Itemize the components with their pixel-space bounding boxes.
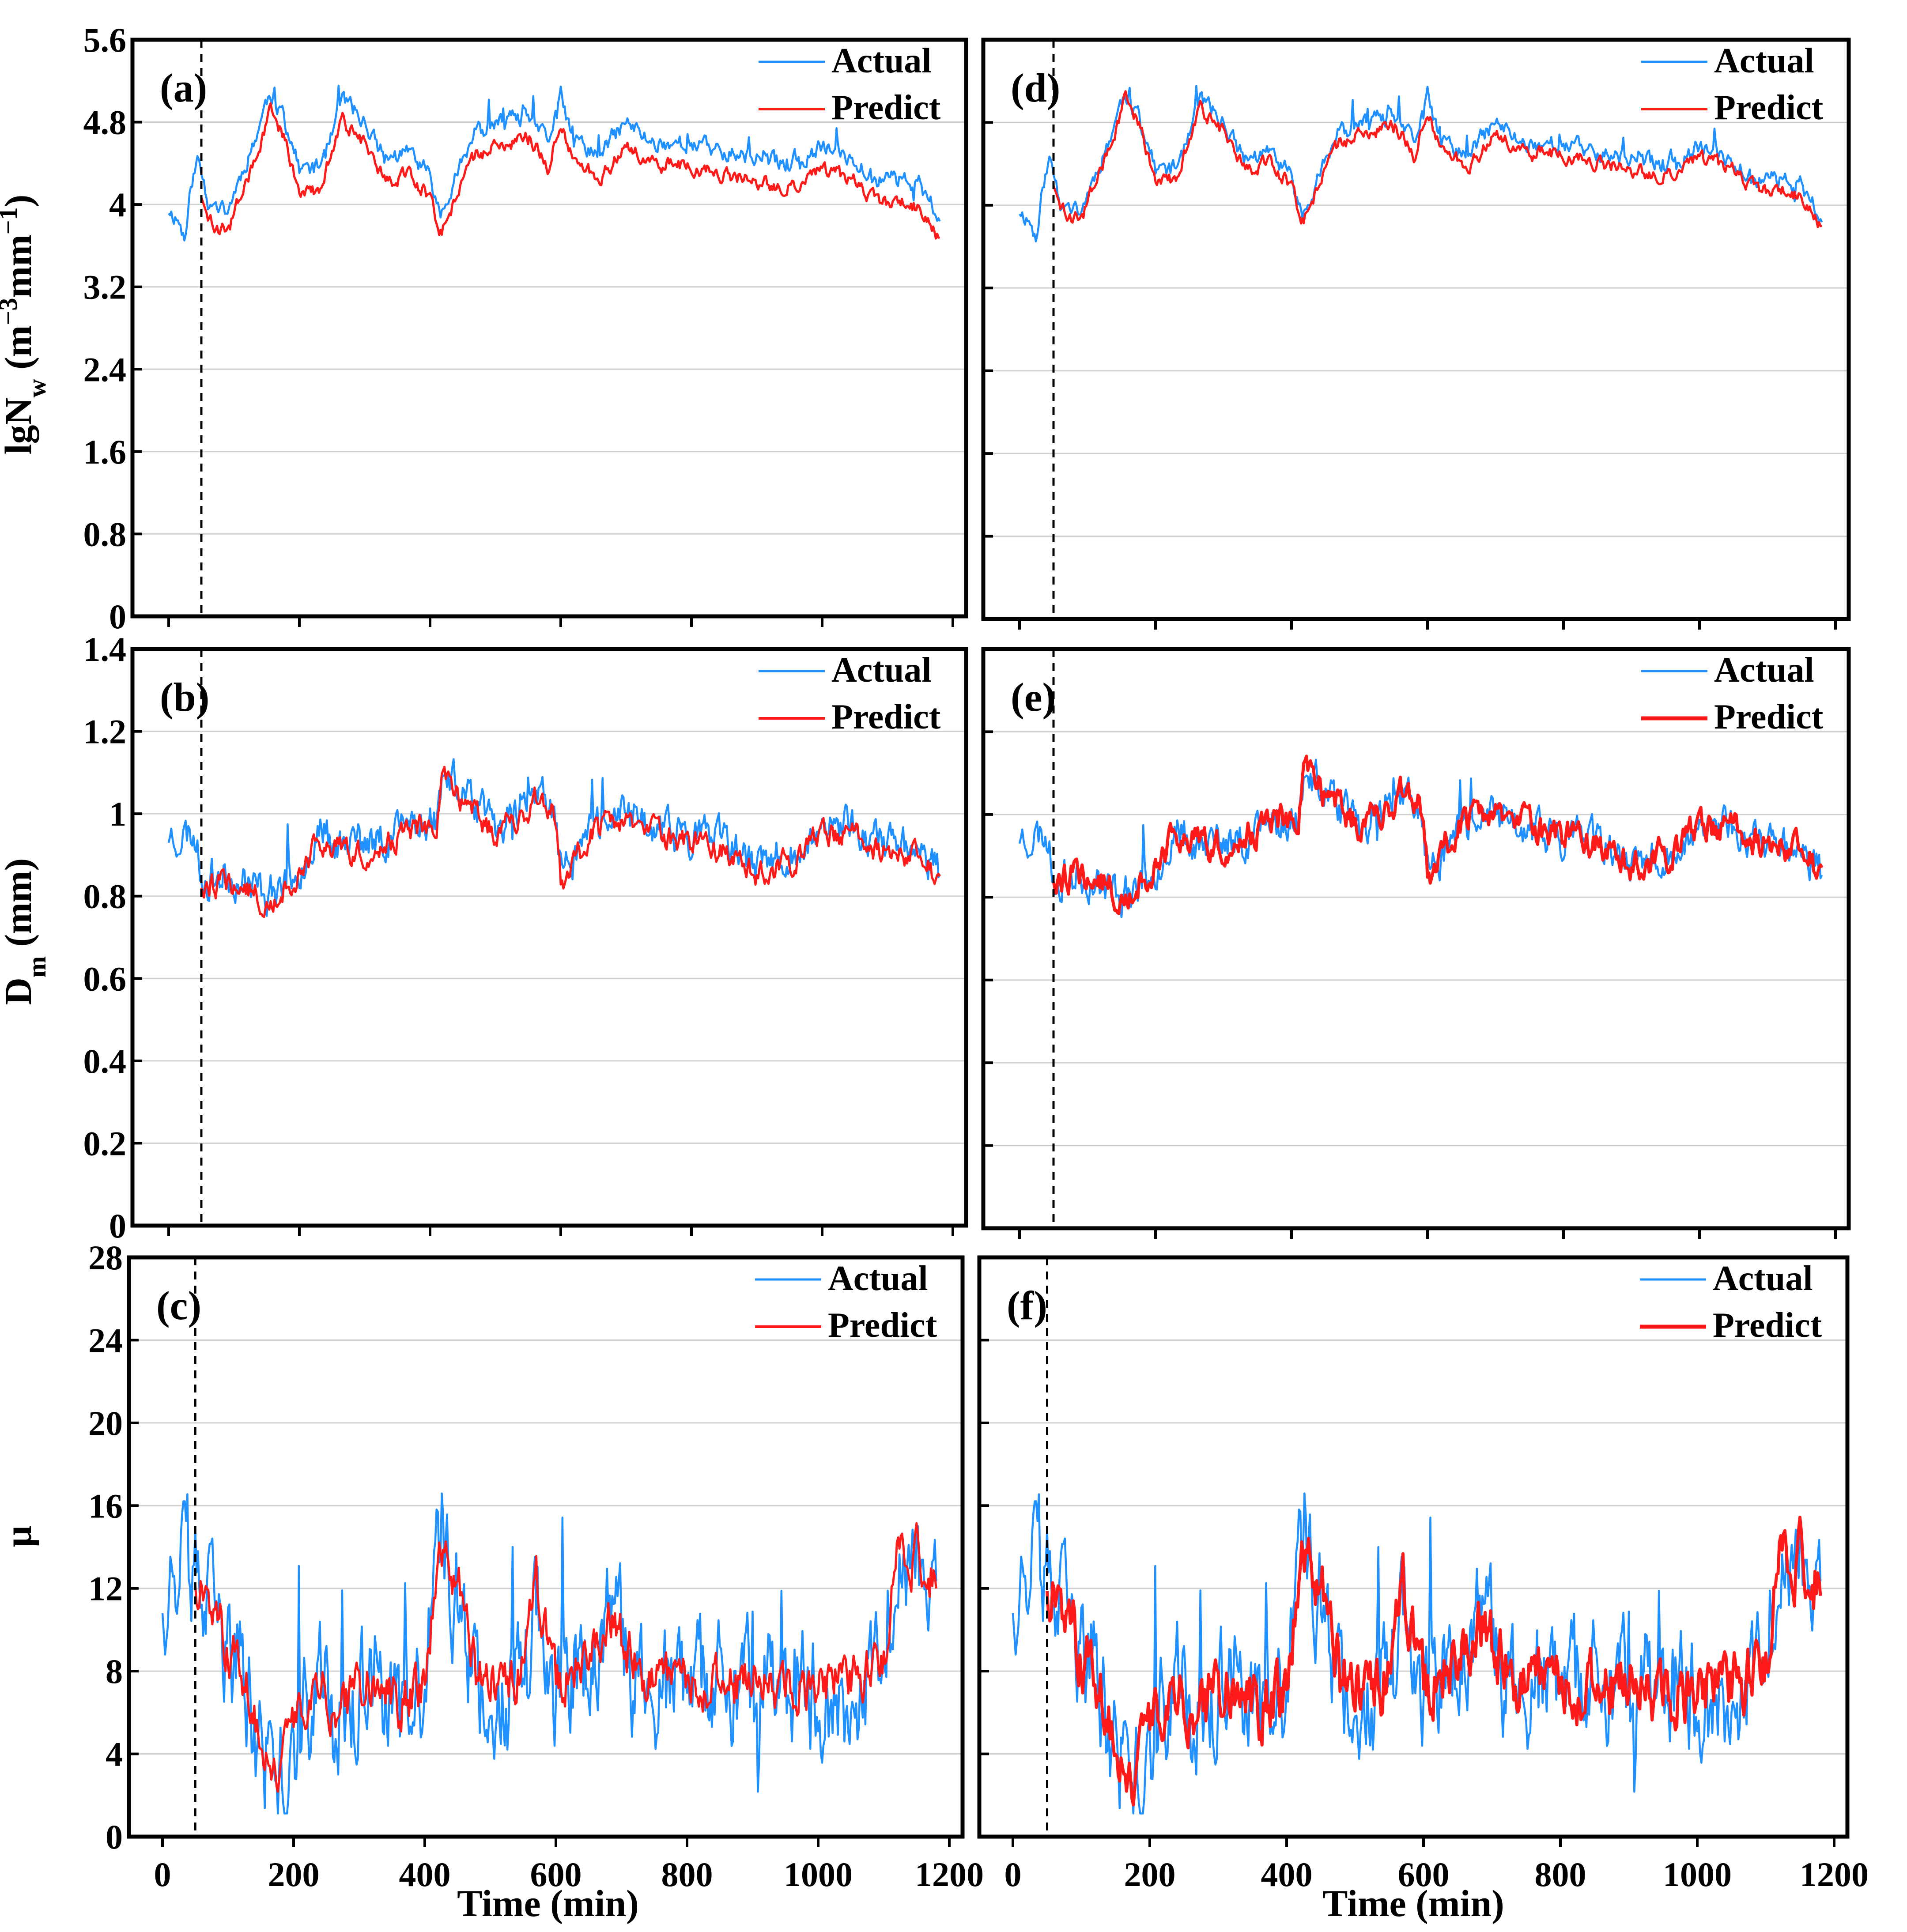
x-axis-title-right: Time (min) — [1322, 1882, 1504, 1924]
y-tick-label: 4.8 — [83, 103, 127, 142]
y-tick-label: 3.2 — [83, 268, 127, 306]
y-axis-title-lgnw-text: lgNw (m−3mm−1) — [0, 195, 51, 455]
legend-predict-label: Predict — [1713, 1306, 1822, 1345]
legend-predict-label: Predict — [831, 88, 941, 127]
x-tick-label: 200 — [1124, 1855, 1176, 1894]
panel-label: (a) — [160, 65, 207, 110]
series-predict-line — [200, 766, 941, 918]
series-actual-line — [161, 1492, 937, 1815]
series-actual-line — [1018, 758, 1823, 918]
legend-predict-label: Predict — [828, 1306, 937, 1345]
series-actual-line — [168, 84, 941, 242]
y-tick-label: 0 — [109, 597, 126, 636]
x-axis-title-left: Time (min) — [457, 1882, 639, 1924]
y-tick-label: 8 — [106, 1652, 123, 1690]
x-tick-label: 600 — [1398, 1855, 1450, 1894]
series-predict-line — [200, 102, 940, 240]
series-actual-line — [1012, 1492, 1822, 1815]
x-tick-label: 1200 — [1800, 1855, 1869, 1894]
series-predict-line — [1052, 755, 1824, 915]
y-axis-title-dm-text: Dm (mm) — [0, 858, 51, 1005]
legend-actual-label: Actual — [831, 42, 932, 80]
y-tick-label: 0 — [109, 1207, 126, 1245]
series-predict-line — [1052, 90, 1822, 228]
x-tick-label: 0 — [1004, 1855, 1022, 1894]
panel-label: (d) — [1011, 65, 1060, 110]
panel-c: 0 4 8 12 16 20 24 28 0 200 400 600 800 1000 1200 (c) Act… — [88, 1238, 984, 1894]
y-tick-label: 0 — [106, 1818, 123, 1856]
y-tick-label: 0.8 — [83, 877, 127, 916]
panel-b: 0 0.2 0.4 0.6 0.8 1 1.2 1.4 (b) Actual Predict — [83, 630, 968, 1245]
y-tick-label: 1 — [109, 795, 126, 833]
plot-frame — [130, 38, 968, 619]
plot-frame — [127, 1255, 965, 1839]
x-tick-label: 1000 — [1663, 1855, 1732, 1894]
y-axis-title-lgnw: lgNw (m−3mm−1) — [0, 195, 51, 455]
y-tick-label: 1.6 — [83, 433, 127, 471]
plot-frame — [130, 647, 968, 1228]
y-axis-title-dm: Dm (mm) — [0, 858, 51, 1005]
series-predict-line — [194, 1522, 937, 1793]
y-tick-label: 1.4 — [83, 630, 127, 668]
y-tick-label: 1.2 — [83, 713, 127, 751]
series-predict-line — [1046, 1516, 1822, 1807]
y-tick-label: 20 — [88, 1404, 123, 1442]
series-actual-line — [167, 758, 941, 917]
x-tick-label: 400 — [1261, 1855, 1313, 1894]
x-tick-label: 1200 — [915, 1855, 984, 1894]
panel-f: 0 200 400 600 800 1000 1200 (f) Actual Predict — [977, 1255, 1869, 1894]
legend-predict-label: Predict — [1714, 88, 1824, 127]
y-axis-title-mu: μ — [0, 1526, 39, 1547]
y-tick-label: 4 — [106, 1735, 123, 1774]
y-tick-label: 0.4 — [83, 1042, 127, 1080]
y-tick-label: 2.4 — [83, 350, 127, 389]
panel-label: (e) — [1011, 675, 1056, 720]
panel-label: (b) — [160, 675, 209, 720]
y-tick-label: 24 — [88, 1321, 123, 1359]
x-tick-label: 600 — [530, 1855, 582, 1894]
panel-label: (c) — [156, 1283, 201, 1328]
y-tick-label: 0.2 — [83, 1124, 127, 1162]
y-tick-label: 5.6 — [83, 21, 127, 59]
legend-actual-label: Actual — [1714, 42, 1814, 80]
x-tick-label: 1000 — [784, 1855, 853, 1894]
y-tick-label: 4 — [109, 185, 126, 224]
x-tick-label: 800 — [1535, 1855, 1586, 1894]
x-tick-label: 200 — [268, 1855, 320, 1894]
series-actual-line — [1019, 85, 1823, 243]
y-tick-label: 16 — [88, 1487, 123, 1525]
panels: 0 0.8 1.6 2.4 3.2 4 4.8 5.6 (a) Actual Predict 0 0.2… — [83, 21, 1869, 1894]
x-tick-label: 400 — [399, 1855, 451, 1894]
legend-predict-label: Predict — [1714, 698, 1824, 736]
panel-label: (f) — [1007, 1283, 1047, 1328]
panel-d: (d) Actual Predict — [981, 38, 1851, 630]
legend-actual-label: Actual — [828, 1259, 928, 1298]
x-tick-label: 0 — [154, 1855, 171, 1894]
legend-predict-label: Predict — [831, 698, 941, 736]
y-tick-label: 28 — [88, 1238, 123, 1277]
x-tick-label: 800 — [661, 1855, 713, 1894]
plot-frame — [981, 647, 1851, 1230]
plot-frame — [981, 38, 1851, 621]
legend-actual-label: Actual — [1713, 1259, 1813, 1298]
legend-actual-label: Actual — [831, 651, 932, 690]
plot-frame — [977, 1255, 1850, 1839]
y-tick-label: 0.8 — [83, 515, 127, 553]
panel-a: 0 0.8 1.6 2.4 3.2 4 4.8 5.6 (a) Actual Predict — [83, 21, 968, 636]
y-tick-label: 0.6 — [83, 959, 127, 998]
y-tick-label: 12 — [88, 1570, 123, 1608]
panel-e: (e) Actual Predict — [981, 647, 1851, 1239]
legend-actual-label: Actual — [1714, 651, 1814, 690]
y-axis-title-mu-text: μ — [0, 1526, 39, 1547]
